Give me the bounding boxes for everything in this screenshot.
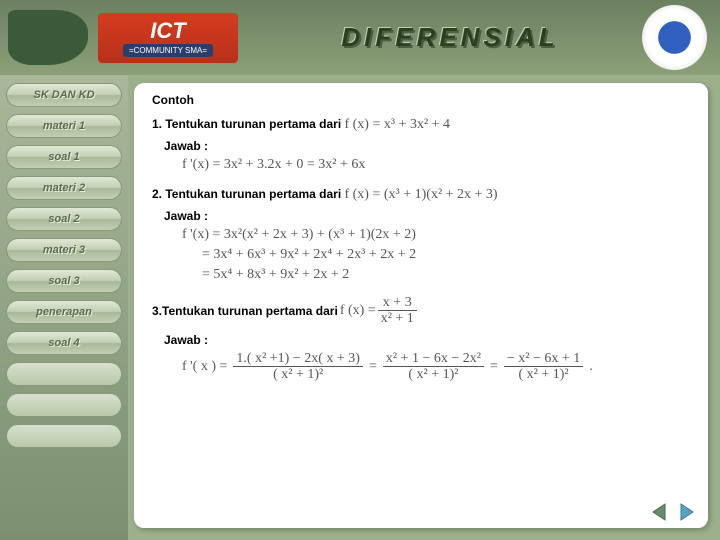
sidebar-item-soal-1[interactable]: soal 1 [6,145,122,169]
sidebar-item-soal-4[interactable]: soal 4 [6,331,122,355]
problem-2-func: f (x) = (x³ + 1)(x² + 2x + 3) [344,187,497,202]
problem-2-text: 2. Tentukan turunan pertama dari [152,187,344,201]
sidebar-item-materi-3[interactable]: materi 3 [6,238,122,262]
problem-2-line3: = 5x⁴ + 8x³ + 9x² + 2x + 2 [202,267,690,283]
prev-button[interactable] [650,502,672,522]
problem-2-line1: f '(x) = 3x²(x² + 2x + 3) + (x³ + 1)(2x … [182,227,690,243]
problem-3-text: 3.Tentukan turunan pertama dari [152,304,338,318]
problem-3-answer-label: Jawab : [164,333,690,347]
sidebar-item-blank[interactable] [6,362,122,386]
ict-label: ICT [150,18,185,44]
problem-2-line2: = 3x⁴ + 6x³ + 9x² + 2x⁴ + 2x³ + 2x + 2 [202,247,690,263]
problem-3-solution: f '( x ) = 1.( x² +1) − 2x( x + 3) ( x² … [182,351,690,383]
map-icon [8,10,88,65]
problem-3-frac: x + 3 x² + 1 [378,295,417,327]
nav-arrows [650,502,698,522]
problem-3-lhs: f (x) = [340,303,376,319]
ict-badge: ICT =COMMUNITY SMA= [98,13,238,63]
problem-1-text: 1. Tentukan turunan pertama dari [152,117,344,131]
sidebar: SK DAN KD materi 1 soal 1 materi 2 soal 2 mat… [0,75,128,540]
content-heading: Contoh [152,93,690,107]
next-button[interactable] [676,502,698,522]
problem-2-answer-label: Jawab : [164,209,690,223]
sidebar-item-materi-2[interactable]: materi 2 [6,176,122,200]
sidebar-item-penerapan[interactable]: penerapan [6,300,122,324]
page-title: DIFERENSIAL [258,22,642,53]
emblem-icon [642,5,707,70]
top-banner: ICT =COMMUNITY SMA= DIFERENSIAL [0,0,720,75]
ict-sublabel: =COMMUNITY SMA= [123,44,213,57]
problem-2: 2. Tentukan turunan pertama dari f (x) =… [152,187,690,203]
sidebar-item-blank[interactable] [6,393,122,417]
content-panel: Contoh 1. Tentukan turunan pertama dari … [134,83,708,528]
problem-1: 1. Tentukan turunan pertama dari f (x) =… [152,117,690,133]
sidebar-item-materi-1[interactable]: materi 1 [6,114,122,138]
problem-3: 3.Tentukan turunan pertama dari f (x) = … [152,295,690,327]
sidebar-item-sk-dan-kd[interactable]: SK DAN KD [6,83,122,107]
sidebar-item-soal-2[interactable]: soal 2 [6,207,122,231]
problem-1-answer-label: Jawab : [164,139,690,153]
sidebar-item-blank[interactable] [6,424,122,448]
problem-1-func: f (x) = x³ + 3x² + 4 [344,117,450,132]
main-area: SK DAN KD materi 1 soal 1 materi 2 soal 2 mat… [0,75,720,540]
sidebar-item-soal-3[interactable]: soal 3 [6,269,122,293]
problem-1-solution: f '(x) = 3x² + 3.2x + 0 = 3x² + 6x [182,157,690,173]
